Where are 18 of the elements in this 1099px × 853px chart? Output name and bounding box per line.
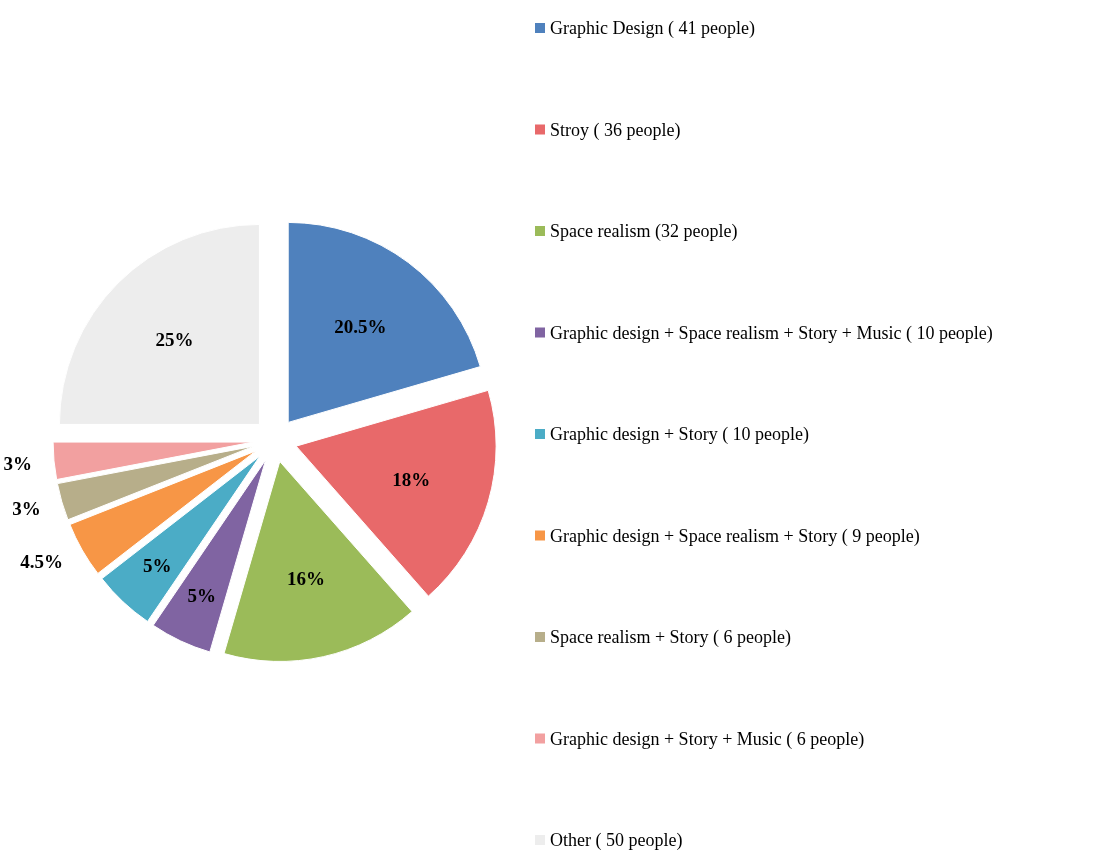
data-label: 3% xyxy=(3,452,33,474)
legend-label: Stroy ( 36 people) xyxy=(550,119,681,141)
legend-label: Graphic Design ( 41 people) xyxy=(550,18,755,40)
data-label: 5% xyxy=(143,555,172,577)
legend-label: Graphic design + Space realism + Story ( 9 people) xyxy=(550,525,920,547)
data-label: 18% xyxy=(392,469,431,491)
legend-label: Space realism + Story ( 6 people) xyxy=(550,627,792,649)
legend-label: Space realism (32 people) xyxy=(550,221,738,243)
legend-label: Graphic design + Story + Music ( 6 people) xyxy=(550,728,865,750)
legend-label: Other ( 50 people) xyxy=(550,830,683,852)
data-label: 3% xyxy=(12,497,41,519)
data-label: 20.5% xyxy=(334,316,387,338)
data-label: 4.5% xyxy=(20,550,64,572)
data-label: 16% xyxy=(286,568,325,590)
legend-label: Graphic design + Story ( 10 people) xyxy=(550,424,810,446)
data-label: 25% xyxy=(155,329,194,351)
legend-label: Graphic design + Space realism + Story + Music ( 10 people) xyxy=(550,322,993,344)
data-label: 5% xyxy=(187,585,217,607)
